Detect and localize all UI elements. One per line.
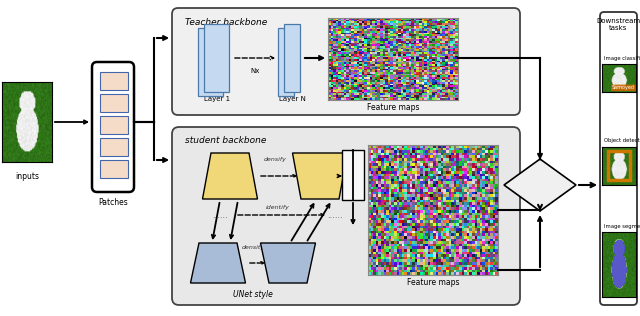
Text: Feature maps: Feature maps — [367, 103, 419, 112]
Text: Dense
dec: Dense dec — [310, 169, 330, 183]
Polygon shape — [191, 243, 246, 283]
Polygon shape — [504, 159, 576, 211]
Text: Dense
dec: Dense dec — [278, 258, 298, 268]
FancyBboxPatch shape — [172, 127, 520, 305]
Text: Patches: Patches — [98, 198, 128, 207]
Polygon shape — [292, 153, 348, 199]
Text: Sparse
enc: Sparse enc — [219, 169, 241, 183]
Text: inputs: inputs — [15, 172, 39, 181]
Polygon shape — [260, 243, 316, 283]
Bar — [284, 24, 300, 92]
Text: Teacher backbone: Teacher backbone — [185, 18, 268, 27]
Text: student backbone: student backbone — [185, 136, 266, 145]
FancyBboxPatch shape — [172, 8, 520, 115]
Bar — [198, 28, 223, 96]
Text: Downstream
tasks: Downstream tasks — [596, 18, 640, 31]
Bar — [204, 24, 229, 92]
Text: UNet style: UNet style — [233, 290, 273, 299]
Bar — [100, 94, 128, 112]
Bar — [100, 72, 128, 90]
Text: Image classification: Image classification — [604, 56, 640, 61]
Bar — [342, 150, 364, 200]
Bar — [278, 28, 294, 96]
Bar — [100, 160, 128, 178]
Text: Layer N: Layer N — [278, 96, 305, 102]
Text: densify: densify — [264, 157, 287, 162]
Text: Feature maps: Feature maps — [407, 278, 460, 287]
Text: Nx: Nx — [250, 68, 260, 74]
FancyBboxPatch shape — [600, 12, 637, 305]
Polygon shape — [202, 153, 257, 199]
FancyBboxPatch shape — [92, 62, 134, 192]
Text: Sparse
enc: Sparse enc — [207, 258, 228, 268]
Text: Layer 1: Layer 1 — [204, 96, 230, 102]
Text: ......: ...... — [327, 210, 343, 220]
Text: Image segmentation: Image segmentation — [604, 224, 640, 229]
Text: identify: identify — [266, 205, 290, 210]
Bar — [100, 116, 128, 134]
Text: Dist
loss: Dist loss — [531, 175, 549, 195]
Bar — [100, 138, 128, 156]
Text: density: density — [241, 245, 264, 250]
Text: ......: ...... — [212, 210, 228, 220]
Text: Object detection: Object detection — [604, 138, 640, 143]
